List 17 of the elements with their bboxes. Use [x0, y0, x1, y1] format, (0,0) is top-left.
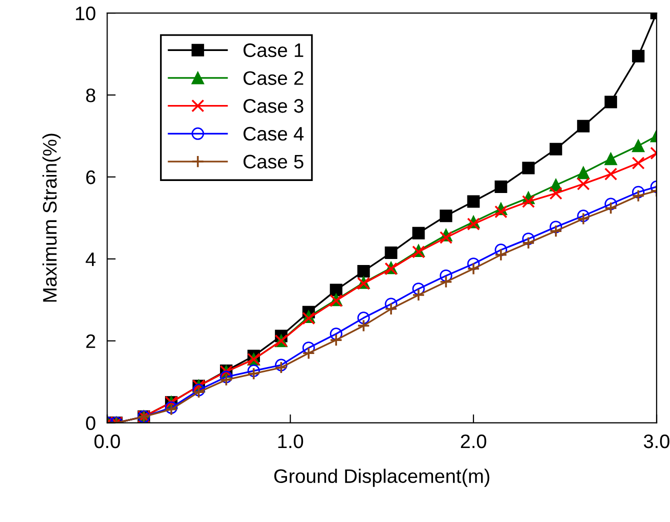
y-axis-title: Maximum Strain(%): [42, 134, 61, 302]
y-tick-label: 2: [86, 334, 96, 348]
x-axis-title: Ground Displacement(m): [274, 468, 490, 487]
y-tick-label: 0: [86, 416, 96, 430]
y-tick-label: 6: [86, 170, 96, 184]
y-tick-label: 10: [76, 6, 96, 20]
x-tick-label: 0.0: [94, 434, 120, 448]
y-tick-label: 4: [86, 252, 96, 266]
x-tick-label: 2.0: [460, 434, 486, 448]
y-tick-label: 8: [86, 88, 96, 102]
legend-label: Case 5: [244, 154, 304, 169]
x-tick-label: 3.0: [644, 434, 670, 448]
x-tick-label: 1.0: [278, 434, 304, 448]
legend-label: Case 1: [244, 43, 304, 58]
legend-label: Case 2: [244, 71, 304, 85]
legend-label: Case 3: [244, 99, 304, 113]
legend-label: Case 4: [244, 126, 304, 141]
